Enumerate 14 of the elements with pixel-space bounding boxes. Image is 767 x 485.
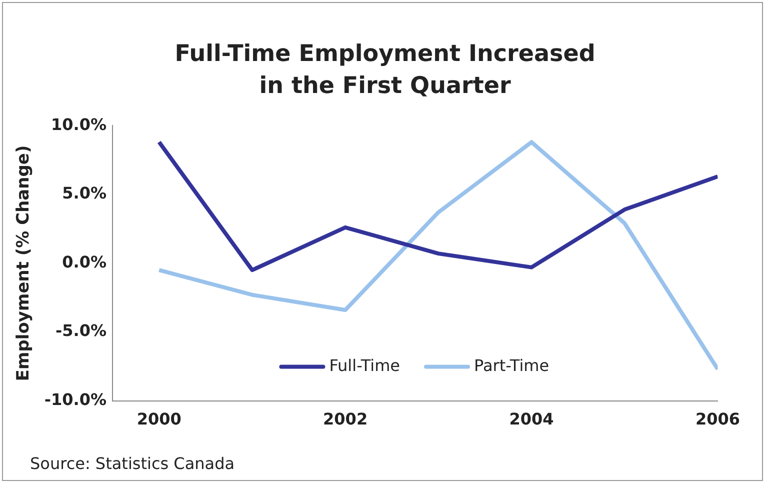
- x-tick-label: 2002: [323, 410, 368, 429]
- y-axis-title: Employment (% Change): [14, 145, 34, 382]
- y-tick-label: 5.0%: [62, 184, 107, 203]
- legend-label: Full-Time: [329, 356, 400, 375]
- y-tick-label: -5.0%: [56, 321, 107, 340]
- y-tick-label: -10.0%: [44, 390, 107, 409]
- source-note: Source: Statistics Canada: [30, 454, 235, 473]
- y-tick-label: 10.0%: [51, 114, 107, 134]
- x-tick-label: 2006: [695, 410, 740, 429]
- y-tick-label: 0.0%: [62, 252, 107, 272]
- x-tick-label: 2004: [509, 410, 554, 429]
- x-tick-label: 2000: [136, 410, 182, 429]
- legend-label: Part-Time: [474, 356, 550, 375]
- chart-title: Full-Time Employment Increased in the First Quarter: [174, 40, 596, 101]
